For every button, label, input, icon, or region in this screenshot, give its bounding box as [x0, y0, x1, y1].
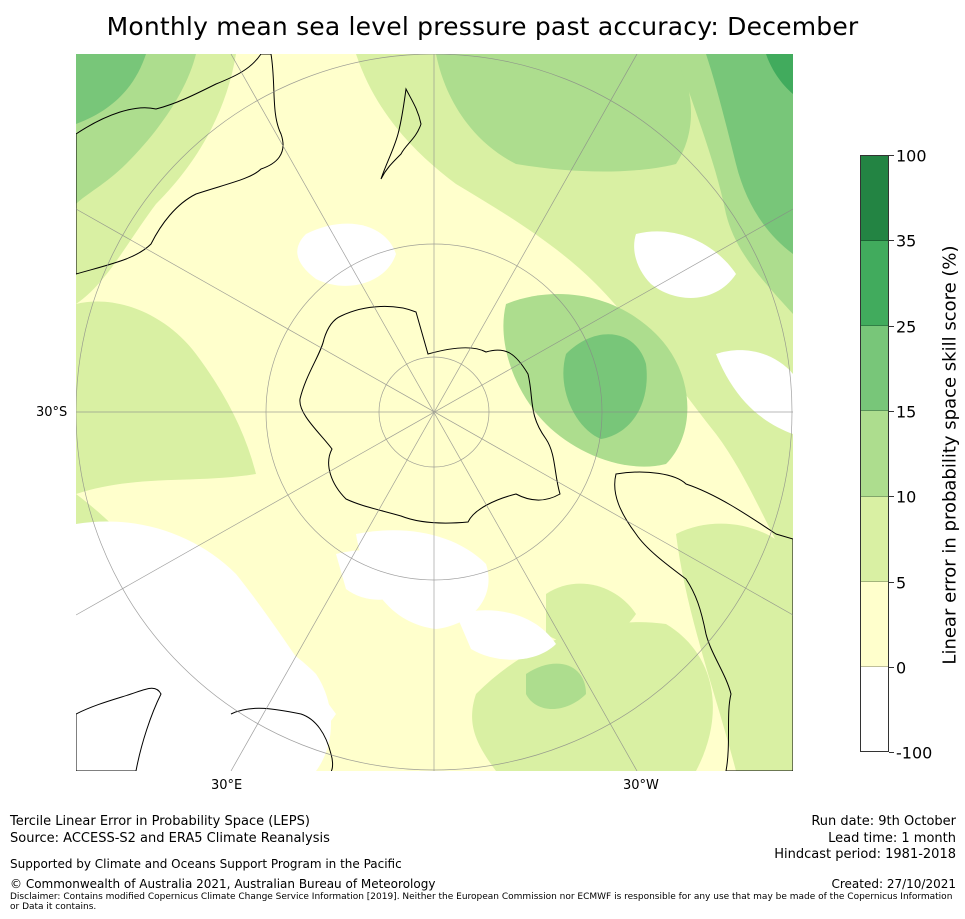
colorbar-tick: 100	[896, 146, 927, 166]
graticule	[76, 54, 793, 771]
lat-label-30s: 30°S	[36, 405, 68, 420]
new-zealand-coastline	[380, 87, 422, 180]
footer-run-date: Run date: 9th October	[811, 814, 956, 829]
africa-coastline	[76, 687, 162, 771]
island-coastline	[230, 707, 334, 771]
lon-label-30w: 30°W	[623, 778, 659, 793]
lon-label-30e: 30°E	[211, 778, 243, 793]
colorbar-segment-5-10	[861, 496, 888, 582]
footer-lead-time: Lead time: 1 month	[828, 831, 956, 846]
colorbar-segment-0-5	[861, 581, 888, 667]
colorbar-segment-15-25	[861, 326, 888, 412]
colorbar-tick: -100	[896, 743, 933, 763]
colorbar-segment-10-15	[861, 411, 888, 497]
colorbar-tick: 5	[896, 573, 907, 593]
skill-score-map	[76, 54, 793, 771]
field-10-15	[76, 54, 793, 771]
footer-created: Created: 27/10/2021	[831, 877, 956, 891]
map-title: Monthly mean sea level pressure past acc…	[106, 12, 859, 41]
colorbar	[860, 155, 889, 752]
colorbar-tick: 15	[896, 402, 917, 422]
colorbar-segment-neg100-0	[861, 666, 888, 751]
colorbar-tick: 10	[896, 487, 917, 507]
colorbar-tick: 25	[896, 317, 917, 337]
australia-coastline	[76, 54, 284, 275]
footer-copyright: © Commonwealth of Australia 2021, Austra…	[10, 877, 436, 891]
south-america-coastline	[614, 471, 793, 771]
footer-support: Supported by Climate and Oceans Support …	[10, 857, 402, 871]
colorbar-tick: 35	[896, 231, 917, 251]
footer-method: Tercile Linear Error in Probability Spac…	[10, 814, 310, 829]
colorbar-segment-25-35	[861, 241, 888, 327]
field-25-35	[766, 54, 793, 94]
colorbar-segment-35-100	[861, 156, 888, 242]
footer-source: Source: ACCESS-S2 and ERA5 Climate Reana…	[10, 831, 330, 846]
colorbar-tick: 0	[896, 658, 907, 678]
footer-disclaimer: Disclaimer: Contains modified Copernicus…	[10, 892, 953, 912]
footer-hindcast: Hindcast period: 1981-2018	[774, 847, 956, 862]
colorbar-label: Linear error in probability space skill …	[939, 245, 961, 665]
